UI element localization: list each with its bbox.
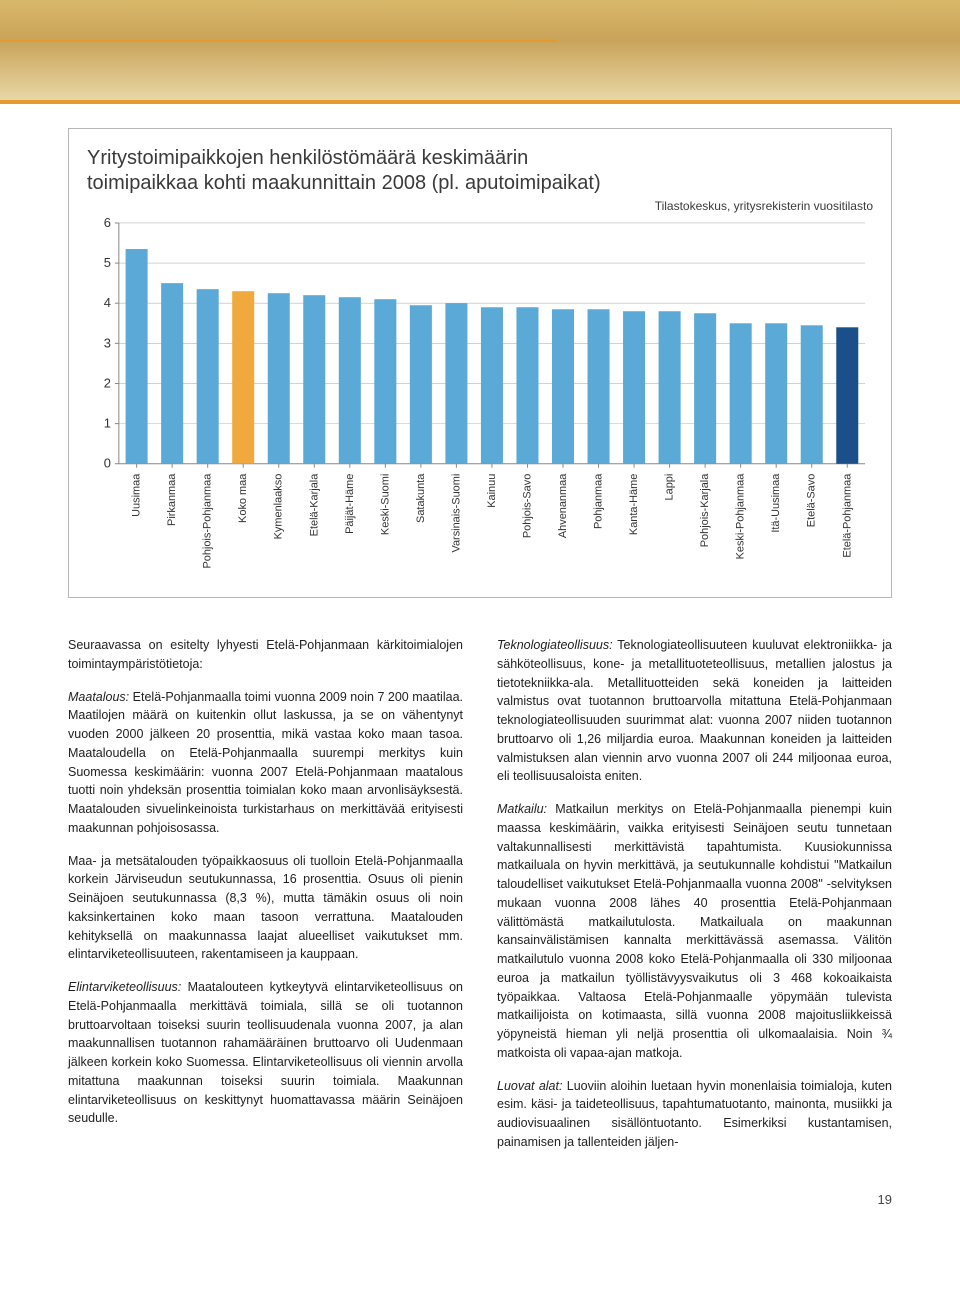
svg-text:Pirkanmaa: Pirkanmaa [166,473,178,526]
svg-text:2: 2 [104,375,111,390]
page-number: 19 [68,1192,892,1207]
paragraph: Maatalous: Etelä-Pohjanmaalla toimi vuon… [68,688,463,838]
svg-text:Kymenlaakso: Kymenlaakso [273,474,285,540]
svg-text:Varsinais-Suomi: Varsinais-Suomi [450,474,462,553]
chart-title-line1: Yritystoimipaikkojen henkilöstömäärä kes… [87,147,873,170]
svg-text:Koko maa: Koko maa [237,473,249,523]
svg-text:Pohjois-Karjala: Pohjois-Karjala [699,473,711,547]
svg-text:Etelä-Pohjanmaa: Etelä-Pohjanmaa [841,473,853,558]
svg-text:6: 6 [104,217,111,230]
paragraph: Seuraavassa on esitelty lyhyesti Etelä-P… [68,636,463,674]
chart-container: Yritystoimipaikkojen henkilöstömäärä kes… [68,128,892,598]
svg-text:4: 4 [104,295,111,310]
svg-text:Keski-Pohjanmaa: Keski-Pohjanmaa [735,473,747,560]
chart-area: 0 1 2 3 4 5 6 Uusimaa Pirkanmaa Pohjois-Pohjanmaa… [87,217,873,575]
svg-text:Kanta-Häme: Kanta-Häme [628,474,640,535]
svg-text:Uusimaa: Uusimaa [131,473,143,517]
svg-text:Kainuu: Kainuu [486,474,498,508]
svg-text:Satakunta: Satakunta [415,473,427,523]
svg-text:Pohjanmaa: Pohjanmaa [593,473,605,529]
chart-source: Tilastokeskus, yritysrekisterin vuositil… [87,199,873,213]
svg-text:Ahvenanmaa: Ahvenanmaa [557,473,569,538]
svg-text:Lappi: Lappi [664,474,676,501]
svg-text:1: 1 [104,416,111,431]
column-left: Seuraavassa on esitelty lyhyesti Etelä-P… [68,636,463,1166]
chart-title-line2: toimipaikkaa kohti maakunnittain 2008 (p… [87,172,601,195]
paragraph: Luovat alat: Luoviin aloihin luetaan hyv… [497,1077,892,1152]
paragraph: Matkailu: Matkailun merkitys on Etelä-Po… [497,800,892,1063]
svg-text:Etelä-Karjala: Etelä-Karjala [308,473,320,537]
svg-text:3: 3 [104,335,111,350]
paragraph: Maa- ja metsätalouden työpaikkaosuus oli… [68,852,463,965]
svg-text:Itä-Uusimaa: Itä-Uusimaa [770,473,782,533]
paragraph: Teknologiateollisuus: Teknologiateollisu… [497,636,892,786]
svg-text:Pohjois-Pohjanmaa: Pohjois-Pohjanmaa [202,473,214,569]
svg-text:Päijät-Häme: Päijät-Häme [344,474,356,534]
header-photo-band [0,0,960,104]
bar-chart: 0 1 2 3 4 5 6 Uusimaa Pirkanmaa Pohjois-Pohjanmaa… [87,217,873,575]
column-right: Teknologiateollisuus: Teknologiateollisu… [497,636,892,1166]
svg-text:Pohjois-Savo: Pohjois-Savo [521,474,533,538]
svg-text:Etelä-Savo: Etelä-Savo [806,474,818,528]
page-content: Yritystoimipaikkojen henkilöstömäärä kes… [0,104,960,1237]
paragraph: Elintarviketeollisuus: Maatalouteen kytk… [68,978,463,1128]
svg-text:Keski-Suomi: Keski-Suomi [379,474,391,535]
text-columns: Seuraavassa on esitelty lyhyesti Etelä-P… [68,636,892,1166]
svg-text:5: 5 [104,255,111,270]
svg-text:0: 0 [104,456,111,471]
